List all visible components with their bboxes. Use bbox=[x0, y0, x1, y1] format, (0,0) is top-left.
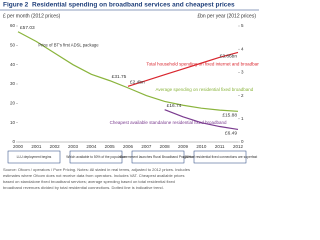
x-tick-label: 2009 bbox=[178, 144, 189, 149]
value-label: £6.49 bbox=[225, 131, 237, 137]
x-tick-label: 2001 bbox=[31, 144, 42, 149]
y-tick-label: 50 bbox=[10, 43, 16, 48]
value-label: £16.74 bbox=[167, 103, 182, 109]
y2-tick-label: 2 bbox=[241, 93, 244, 98]
series-label: Total household spending on fixed intern… bbox=[146, 61, 259, 66]
annotation-box bbox=[131, 150, 185, 164]
y2-tick-label: 4 bbox=[241, 46, 244, 51]
value-label: £31.75 bbox=[112, 74, 127, 80]
annotation: Which available to 50% of the population bbox=[66, 155, 126, 159]
annotation: Government launches Rural Broadband Prog… bbox=[120, 155, 196, 159]
x-tick-label: 2007 bbox=[141, 144, 152, 149]
callout: Price of BT's first ADSL package bbox=[38, 42, 99, 47]
series-label: Cheapest available standalone residentia… bbox=[110, 120, 227, 125]
value-label: £3.86bn bbox=[220, 54, 238, 60]
figure-label: Figure 2 bbox=[3, 2, 29, 9]
x-tick-label: 2004 bbox=[86, 144, 97, 149]
chart: Figure 2 Residential spending on broadba… bbox=[0, 2, 259, 190]
y-tick-label: 10 bbox=[10, 120, 16, 125]
value-label: £15.88 bbox=[222, 113, 237, 119]
y-tick-label: 30 bbox=[10, 81, 16, 86]
note: based on standalone fixed broadband serv… bbox=[3, 179, 175, 184]
annotation-box bbox=[193, 150, 247, 164]
x-tick-label: 2005 bbox=[105, 144, 116, 149]
series-line bbox=[17, 31, 239, 112]
y2-tick-label: 3 bbox=[241, 70, 244, 75]
x-tick-label: 2000 bbox=[13, 144, 24, 149]
x-tick-label: 2010 bbox=[196, 144, 207, 149]
x-tick-label: 2008 bbox=[160, 144, 171, 149]
note: estimates where Ofcom does not receive d… bbox=[3, 173, 185, 178]
annotation: LLU deployment begins bbox=[17, 155, 52, 159]
annotation-box bbox=[7, 150, 61, 164]
series-line bbox=[164, 109, 239, 131]
y2-axis-label: £bn per year (2012 prices) bbox=[197, 13, 256, 19]
series-line bbox=[127, 51, 239, 87]
y-axis-label: £ per month (2012 prices) bbox=[3, 13, 61, 19]
x-tick-label: 2003 bbox=[68, 144, 79, 149]
series-label: Average spending on residential fixed br… bbox=[156, 87, 254, 92]
note: Source: Ofcom / operators / Pure Pricing… bbox=[3, 167, 190, 172]
y-tick-label: 20 bbox=[10, 101, 16, 106]
y-tick-label: 60 bbox=[10, 23, 16, 28]
annotation: c15% of residential fixed connections ar… bbox=[183, 155, 257, 159]
y2-tick-label: 0 bbox=[241, 139, 244, 144]
value-label: £2.4bn bbox=[130, 80, 145, 86]
value-label: £57.03 bbox=[20, 25, 35, 31]
chart-title: Residential spending on broadband servic… bbox=[32, 2, 235, 9]
x-tick-label: 2006 bbox=[123, 144, 134, 149]
x-tick-label: 2002 bbox=[50, 144, 61, 149]
y2-tick-label: 1 bbox=[241, 116, 244, 121]
x-tick-label: 2012 bbox=[233, 144, 244, 149]
y2-tick-label: 5 bbox=[241, 23, 244, 28]
annotation-box bbox=[69, 150, 123, 164]
y-tick-label: 40 bbox=[10, 62, 16, 67]
y-tick-label: 0 bbox=[12, 139, 15, 144]
note: broadband revenues divided by total resi… bbox=[3, 185, 164, 190]
x-tick-label: 2011 bbox=[215, 144, 225, 149]
